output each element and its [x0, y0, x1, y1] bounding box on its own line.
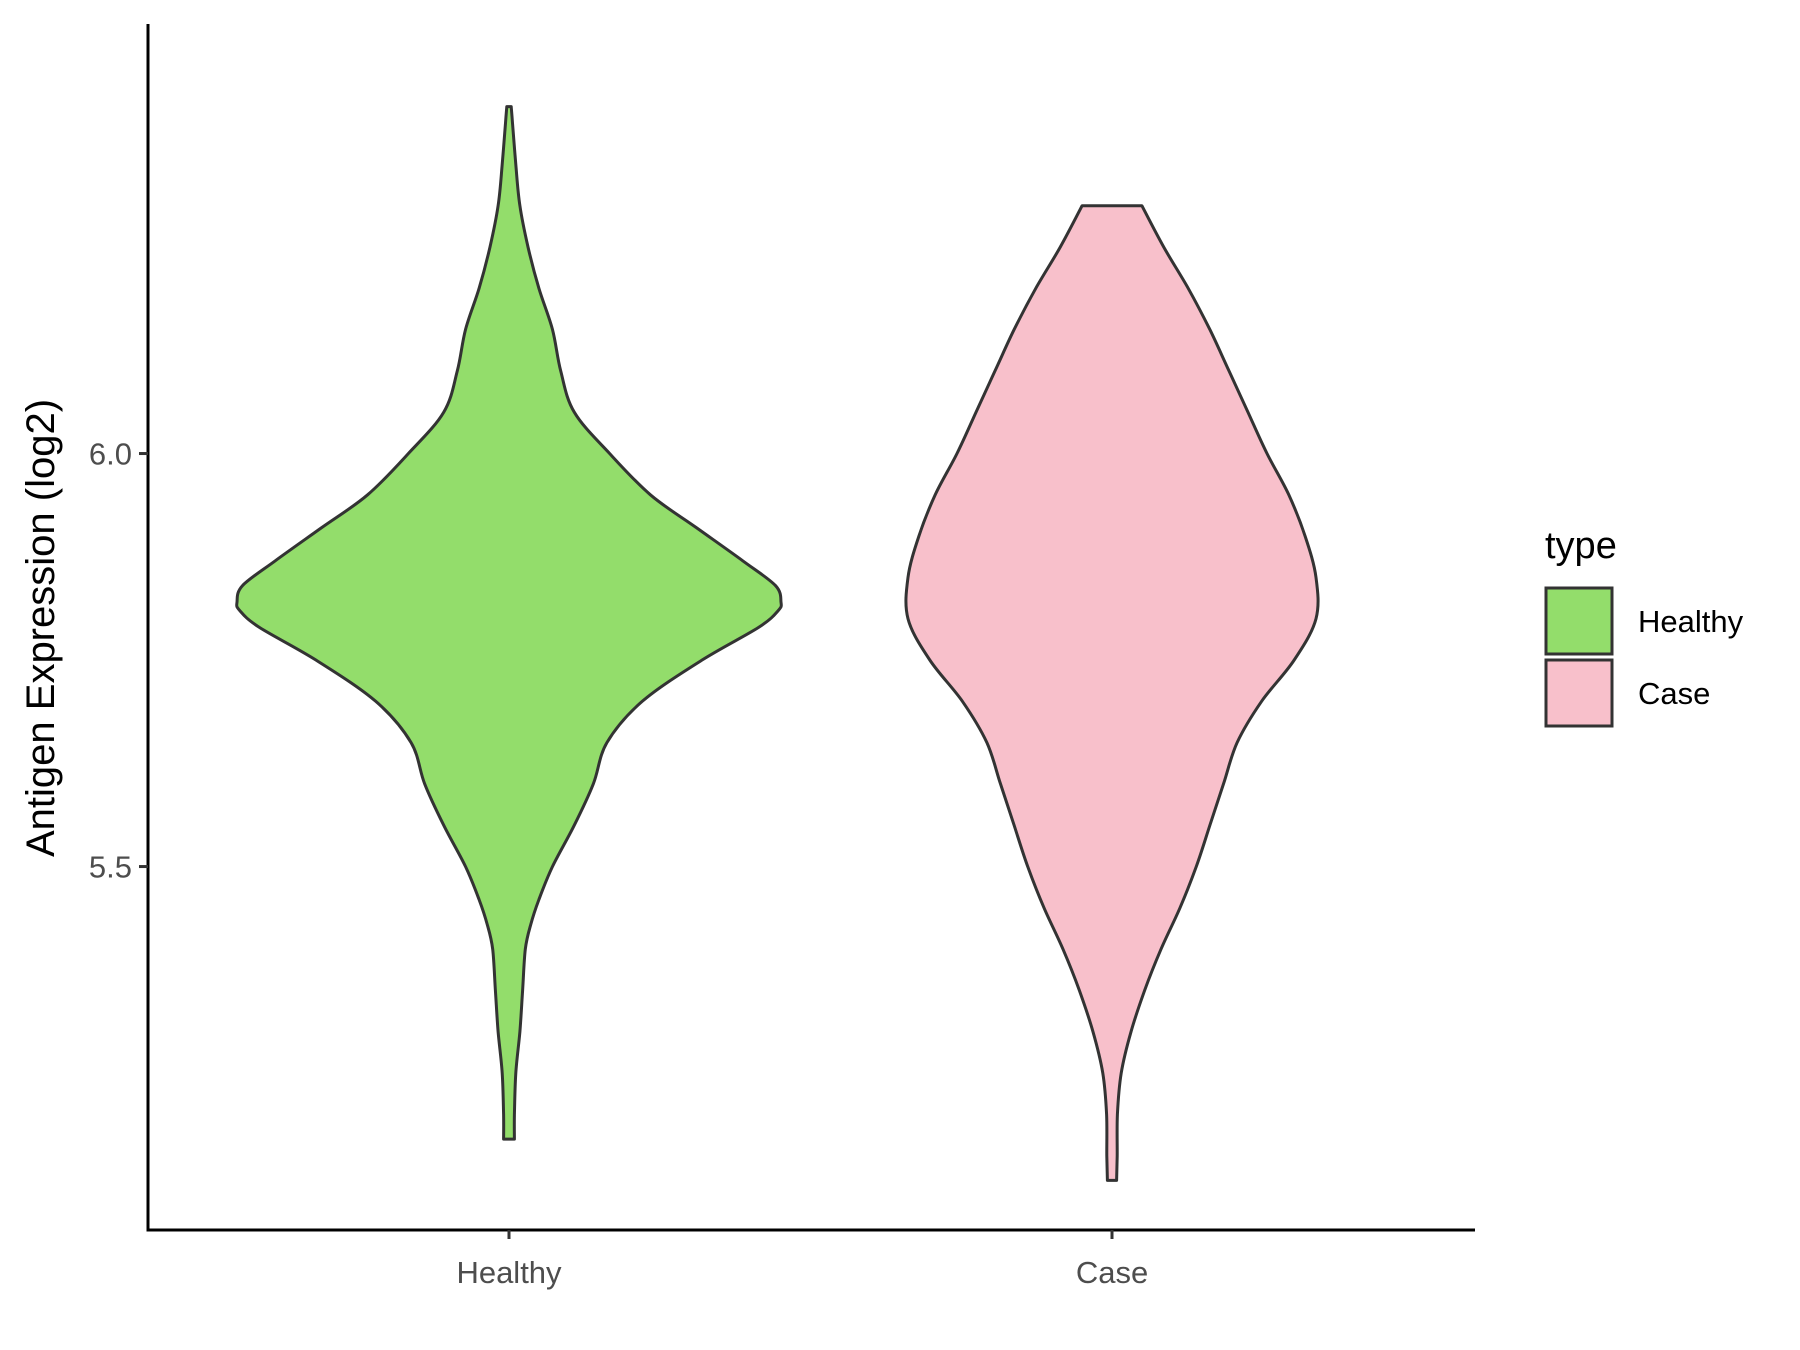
x-tick-label-case: Case — [1076, 1255, 1148, 1290]
violin-healthy — [235, 105, 783, 1141]
axes — [146, 24, 1475, 1232]
legend-label-case: Case — [1638, 676, 1710, 711]
y-axis-title: Antigen Expression (log2) — [19, 399, 63, 857]
y-ticks: 5.5 6.0 — [89, 437, 148, 885]
x-ticks: Healthy Case — [456, 1230, 1148, 1290]
legend: type Healthy Case — [1544, 525, 1744, 728]
y-tick-label: 5.5 — [89, 850, 132, 885]
legend-key-case — [1544, 658, 1614, 728]
y-tick-label: 6.0 — [89, 437, 132, 472]
x-tick-label-healthy: Healthy — [456, 1255, 562, 1290]
legend-title: type — [1545, 525, 1617, 567]
legend-label-healthy: Healthy — [1638, 604, 1744, 639]
violins — [235, 105, 1320, 1182]
violin-case — [904, 204, 1320, 1182]
legend-key-healthy — [1544, 586, 1614, 656]
